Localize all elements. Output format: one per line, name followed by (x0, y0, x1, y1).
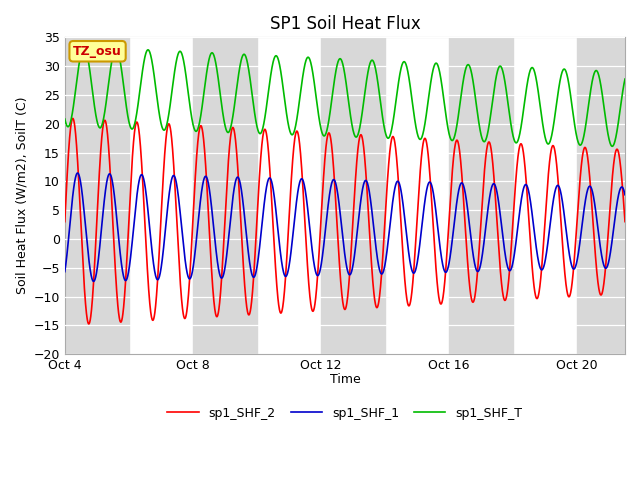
Bar (449, 37, 513, 354)
sp1_SHF_T (276, 63, 284, 69)
Text: TZ_osu: TZ_osu (73, 45, 122, 58)
Line: sp1_SHF_2: sp1_SHF_2 (65, 119, 625, 324)
sp1_SHF_T (611, 140, 618, 146)
Line: sp1_SHF_1: sp1_SHF_1 (65, 173, 625, 281)
sp1_SHF_1 (621, 192, 629, 198)
X-axis label: Time: Time (330, 373, 360, 386)
sp1_SHF_2 (159, 191, 166, 196)
sp1_SHF_2 (621, 219, 629, 225)
sp1_SHF_1 (61, 269, 68, 275)
sp1_SHF_T (300, 66, 308, 72)
sp1_SHF_1 (125, 266, 133, 272)
sp1_SHF_T (621, 76, 629, 82)
sp1_SHF_1 (300, 182, 308, 188)
Y-axis label: Soil Heat Flux (W/m2), SoilT (C): Soil Heat Flux (W/m2), SoilT (C) (15, 97, 28, 294)
sp1_SHF_2 (276, 309, 284, 314)
sp1_SHF_1 (550, 193, 558, 199)
sp1_SHF_1 (276, 246, 284, 252)
sp1_SHF_T (550, 120, 557, 126)
sp1_SHF_2 (85, 321, 93, 327)
sp1_SHF_1 (611, 220, 618, 226)
sp1_SHF_2 (550, 144, 558, 150)
Legend: sp1_SHF_2, sp1_SHF_1, sp1_SHF_T: sp1_SHF_2, sp1_SHF_1, sp1_SHF_T (163, 402, 527, 424)
sp1_SHF_T (125, 119, 132, 124)
sp1_SHF_T (158, 124, 166, 130)
sp1_SHF_2 (61, 219, 68, 225)
sp1_SHF_2 (611, 156, 618, 161)
Bar (577, 37, 625, 354)
sp1_SHF_2 (125, 214, 133, 220)
sp1_SHF_1 (74, 170, 81, 176)
sp1_SHF_1 (159, 256, 166, 262)
Bar (321, 37, 385, 354)
Line: sp1_SHF_T: sp1_SHF_T (65, 47, 625, 146)
sp1_SHF_T (609, 144, 616, 149)
Bar (193, 37, 257, 354)
sp1_SHF_2 (69, 116, 77, 121)
sp1_SHF_1 (90, 278, 97, 284)
Bar (65, 37, 129, 354)
sp1_SHF_2 (300, 208, 308, 214)
Title: SP1 Soil Heat Flux: SP1 Soil Heat Flux (269, 15, 420, 33)
sp1_SHF_T (61, 116, 68, 122)
sp1_SHF_T (80, 44, 88, 50)
